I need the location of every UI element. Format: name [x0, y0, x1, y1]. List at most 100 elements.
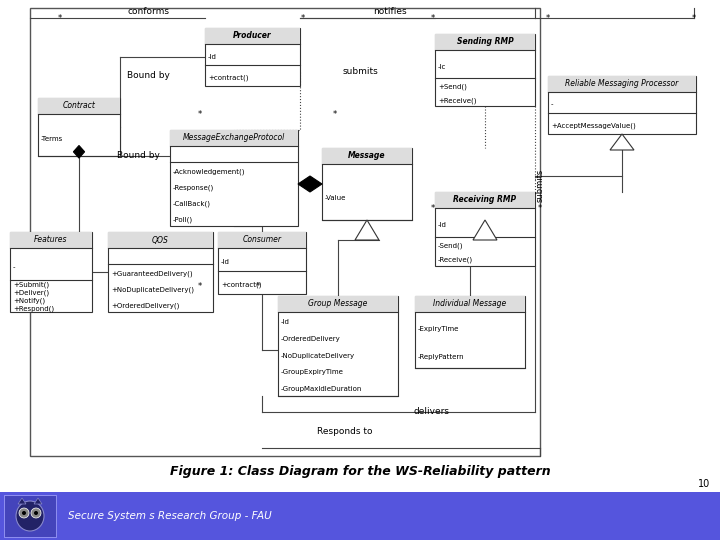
Polygon shape: [73, 145, 85, 158]
Bar: [548, 76, 696, 92]
Text: -: -: [551, 102, 554, 107]
Text: -Id: -Id: [208, 53, 217, 59]
Bar: [10, 232, 92, 312]
Bar: [0, 492, 720, 540]
Text: -OrderedDelivery: -OrderedDelivery: [281, 336, 341, 342]
Bar: [218, 232, 306, 248]
Text: -Acknowledgement(): -Acknowledgement(): [173, 168, 246, 175]
Bar: [205, 28, 300, 44]
Text: *: *: [333, 110, 337, 118]
Text: *: *: [256, 281, 260, 291]
Bar: [435, 34, 535, 50]
Text: +Respond(): +Respond(): [13, 306, 54, 312]
Text: MessageExchangeProtocol: MessageExchangeProtocol: [183, 133, 285, 143]
Polygon shape: [355, 220, 379, 240]
Text: *: *: [301, 14, 305, 23]
Text: -Poll(): -Poll(): [173, 217, 193, 223]
Text: +contract(): +contract(): [208, 75, 248, 81]
Bar: [435, 34, 535, 106]
Text: *: *: [546, 14, 550, 23]
Bar: [205, 28, 300, 86]
Circle shape: [19, 508, 29, 518]
Text: -Terms: -Terms: [41, 136, 63, 142]
Text: -NoDuplicateDelivery: -NoDuplicateDelivery: [281, 353, 355, 359]
Text: notifies: notifies: [373, 8, 407, 17]
Text: *: *: [692, 14, 696, 23]
Text: +Deliver(): +Deliver(): [13, 289, 49, 296]
Bar: [278, 296, 398, 312]
Circle shape: [31, 508, 41, 518]
Text: Individual Message: Individual Message: [433, 300, 507, 308]
Text: submits: submits: [342, 68, 378, 77]
Text: +GuaranteedDelivery(): +GuaranteedDelivery(): [111, 271, 193, 277]
Text: -Ic: -Ic: [438, 64, 446, 70]
Text: -Receive(): -Receive(): [438, 257, 473, 264]
Text: +OrderedDelivery(): +OrderedDelivery(): [111, 302, 179, 309]
Text: submits: submits: [536, 168, 544, 201]
Bar: [322, 148, 412, 164]
Text: conforms: conforms: [127, 8, 169, 17]
Polygon shape: [34, 498, 42, 504]
Text: *: *: [538, 204, 542, 213]
Bar: [38, 98, 120, 114]
Text: -Response(): -Response(): [173, 184, 215, 191]
Polygon shape: [473, 220, 497, 240]
Text: +Submit(): +Submit(): [13, 281, 49, 288]
Text: -Id: -Id: [438, 222, 447, 228]
Text: +AcceptMessageValue(): +AcceptMessageValue(): [551, 123, 636, 129]
Text: -GroupMaxIdleDuration: -GroupMaxIdleDuration: [281, 386, 362, 392]
Text: *: *: [431, 204, 435, 213]
Bar: [218, 232, 306, 294]
Bar: [548, 76, 696, 134]
Bar: [4, 495, 56, 537]
Text: -Id: -Id: [281, 319, 290, 325]
Circle shape: [34, 511, 38, 515]
Polygon shape: [298, 176, 322, 192]
Text: -Id: -Id: [221, 259, 230, 265]
Text: +Receive(): +Receive(): [438, 97, 477, 104]
Bar: [322, 148, 412, 220]
Bar: [435, 192, 535, 208]
Text: Reliable Messaging Processor: Reliable Messaging Processor: [565, 79, 679, 89]
Text: -ReplyPattern: -ReplyPattern: [418, 354, 464, 360]
Bar: [435, 192, 535, 266]
Bar: [415, 296, 525, 312]
Bar: [278, 296, 398, 396]
Polygon shape: [610, 134, 634, 150]
Text: Secure System s Research Group - FAU: Secure System s Research Group - FAU: [68, 511, 271, 521]
Text: delivers: delivers: [414, 408, 450, 416]
Text: Features: Features: [35, 235, 68, 245]
Text: -CallBack(): -CallBack(): [173, 200, 211, 207]
Text: -Send(): -Send(): [438, 242, 464, 249]
Bar: [170, 130, 298, 146]
Text: Group Message: Group Message: [308, 300, 368, 308]
Text: +contract(): +contract(): [221, 281, 261, 288]
Text: -ExpiryTime: -ExpiryTime: [418, 326, 459, 332]
Text: Figure 1: Class Diagram for the WS-Reliability pattern: Figure 1: Class Diagram for the WS-Relia…: [170, 465, 550, 478]
Text: *: *: [198, 110, 202, 118]
Text: -: -: [13, 264, 16, 270]
Text: *: *: [198, 281, 202, 291]
Circle shape: [22, 511, 26, 515]
Text: Consumer: Consumer: [243, 235, 282, 245]
Text: Sending RMP: Sending RMP: [456, 37, 513, 46]
Text: *: *: [431, 14, 435, 23]
Text: Bound by: Bound by: [127, 71, 169, 80]
Text: Bound by: Bound by: [117, 152, 159, 160]
Bar: [415, 296, 525, 368]
Bar: [170, 130, 298, 226]
Bar: [10, 232, 92, 248]
Text: Producer: Producer: [233, 31, 272, 40]
Bar: [38, 98, 120, 156]
Text: Contract: Contract: [63, 102, 96, 111]
Text: -GroupExpiryTime: -GroupExpiryTime: [281, 369, 344, 375]
Bar: [108, 232, 213, 312]
Text: +NoDuplicateDelivery(): +NoDuplicateDelivery(): [111, 286, 194, 293]
Polygon shape: [18, 498, 26, 504]
Text: QOS: QOS: [152, 235, 169, 245]
Bar: [30, 8, 540, 456]
Text: -Value: -Value: [325, 194, 346, 200]
Text: +Notify(): +Notify(): [13, 298, 45, 304]
Text: Responds to: Responds to: [318, 428, 373, 436]
Text: Receiving RMP: Receiving RMP: [454, 195, 516, 205]
